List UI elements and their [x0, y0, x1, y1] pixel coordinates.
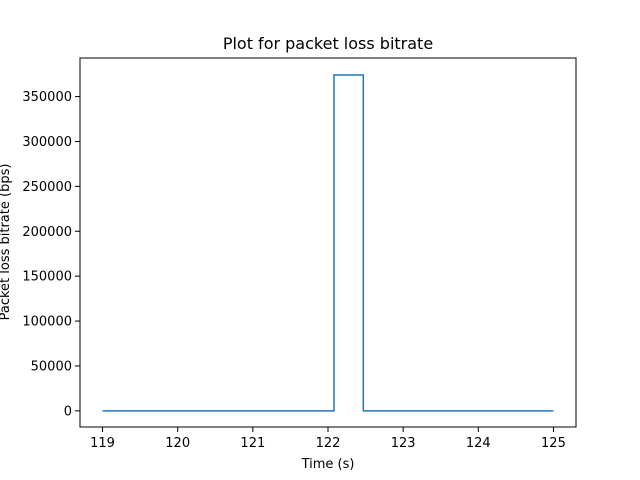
y-tick-label: 100000	[22, 315, 72, 330]
chart-title: Plot for packet loss bitrate	[223, 34, 433, 53]
x-tick-label: 125	[541, 436, 566, 451]
y-tick-label: 0	[64, 404, 72, 419]
y-tick-label: 250000	[22, 180, 72, 195]
x-tick-label: 123	[391, 436, 416, 451]
x-axis-ticks: 119 120 121 122 123 124 125	[90, 427, 566, 451]
packet-loss-series-line	[102, 74, 554, 412]
plot-line-layer	[102, 74, 554, 412]
y-tick-label: 300000	[22, 135, 72, 150]
x-tick-label: 121	[240, 436, 265, 451]
y-tick-label: 350000	[22, 90, 72, 105]
y-tick-label: 50000	[31, 359, 72, 374]
y-axis-ticks: 0 50000 100000 150000 200000 250000 300000 3500…	[22, 90, 80, 419]
x-axis-label: Time (s)	[301, 457, 355, 472]
y-tick-label: 150000	[22, 270, 72, 285]
y-tick-label: 200000	[22, 225, 72, 240]
y-axis-label: Packet loss bitrate (bps)	[0, 164, 13, 321]
x-tick-label: 122	[316, 436, 341, 451]
plot-area-frame	[79, 57, 577, 428]
x-tick-label: 124	[466, 436, 491, 451]
x-tick-label: 119	[90, 436, 115, 451]
x-tick-label: 120	[165, 436, 190, 451]
